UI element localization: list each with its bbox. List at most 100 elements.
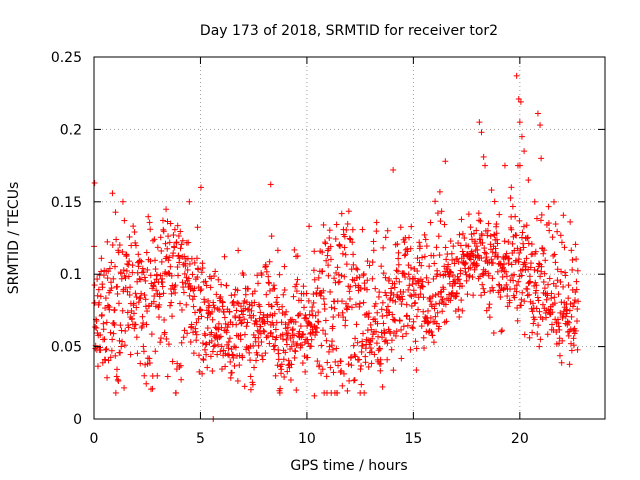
data-point: [449, 257, 456, 264]
data-point: [111, 263, 118, 270]
data-point: [201, 330, 208, 337]
data-point: [356, 303, 363, 310]
data-point: [365, 313, 372, 320]
data-point: [435, 233, 442, 240]
data-point: [173, 239, 180, 246]
data-point: [354, 339, 361, 346]
data-point: [114, 376, 121, 383]
data-point: [219, 299, 226, 306]
data-point: [433, 244, 440, 251]
data-point: [314, 285, 321, 292]
data-point: [564, 318, 571, 325]
data-point: [364, 258, 371, 265]
data-point: [396, 317, 403, 324]
data-point: [551, 300, 558, 307]
x-ticks: 0 5 10 15 20: [90, 57, 529, 447]
data-point: [430, 275, 437, 282]
data-point: [199, 265, 206, 272]
data-point: [456, 313, 463, 320]
data-point: [232, 344, 239, 351]
data-point: [114, 283, 121, 290]
data-point: [139, 313, 146, 320]
data-point: [288, 361, 295, 368]
data-point: [120, 267, 127, 274]
data-point: [115, 377, 122, 384]
data-point: [342, 251, 349, 258]
data-point: [143, 380, 150, 387]
data-point: [324, 252, 331, 259]
data-point: [258, 352, 265, 359]
data-point: [432, 198, 439, 205]
data-point: [427, 314, 434, 321]
data-point: [136, 275, 143, 282]
data-point: [482, 162, 489, 169]
data-point: [560, 212, 567, 219]
data-point: [359, 342, 366, 349]
data-point: [565, 332, 572, 339]
data-point: [187, 339, 194, 346]
data-point: [405, 234, 412, 241]
data-point: [197, 307, 204, 314]
data-point: [117, 270, 124, 277]
data-point: [264, 332, 271, 339]
data-point: [409, 281, 416, 288]
data-point: [357, 286, 364, 293]
data-point: [359, 226, 366, 233]
data-point: [322, 240, 329, 247]
data-point: [348, 266, 355, 273]
data-point: [491, 198, 498, 205]
data-point: [156, 293, 163, 300]
data-point: [341, 233, 348, 240]
y-ticks: 0 0.05 0.1 0.15 0.2 0.25: [51, 50, 605, 428]
data-point: [201, 346, 208, 353]
data-point: [207, 353, 214, 360]
data-point: [401, 270, 408, 277]
data-point: [507, 194, 514, 201]
data-point: [477, 236, 484, 243]
data-point: [227, 374, 234, 381]
x-tick-label: 10: [298, 431, 316, 447]
data-point: [518, 234, 525, 241]
data-point: [370, 247, 377, 254]
data-point: [177, 228, 184, 235]
data-point: [398, 293, 405, 300]
data-point: [545, 281, 552, 288]
data-point: [374, 309, 381, 316]
data-point: [108, 279, 115, 286]
data-point: [270, 343, 277, 350]
data-point: [203, 307, 210, 314]
data-point: [573, 286, 580, 293]
data-point: [243, 299, 250, 306]
data-point: [285, 330, 292, 337]
data-point: [421, 231, 428, 238]
data-point: [404, 322, 411, 329]
data-point: [575, 298, 582, 305]
data-point: [485, 220, 492, 227]
data-point: [335, 362, 342, 369]
data-point: [534, 330, 541, 337]
data-point: [311, 276, 318, 283]
data-point: [457, 242, 464, 249]
data-point: [292, 319, 299, 326]
data-point: [338, 367, 345, 374]
data-point: [225, 345, 232, 352]
data-point: [389, 311, 396, 318]
data-point: [568, 247, 575, 254]
data-point: [344, 387, 351, 394]
data-point: [320, 221, 327, 228]
data-point: [292, 348, 299, 355]
data-point: [379, 299, 386, 306]
data-point: [234, 377, 241, 384]
data-point: [540, 250, 547, 257]
data-point: [513, 232, 520, 239]
data-point: [325, 348, 332, 355]
data-point: [364, 277, 371, 284]
data-point: [250, 342, 257, 349]
data-point: [430, 339, 437, 346]
data-point: [135, 251, 142, 258]
data-point: [549, 234, 556, 241]
data-point: [109, 241, 116, 248]
data-point: [300, 304, 307, 311]
data-point: [513, 72, 520, 79]
data-point: [556, 326, 563, 333]
